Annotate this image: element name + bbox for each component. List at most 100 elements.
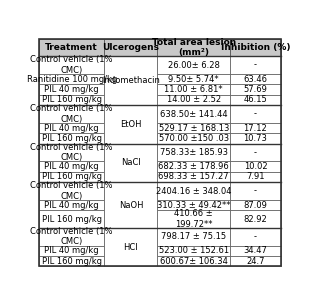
Bar (39, 123, 104, 133)
Text: 523.00 ± 152.61: 523.00 ± 152.61 (159, 246, 229, 255)
Text: Control vehicle (1%
CMC): Control vehicle (1% CMC) (30, 181, 113, 201)
Bar (230, 246, 281, 256)
Bar (158, 105, 230, 123)
Bar (230, 105, 281, 123)
Text: 46.15: 46.15 (244, 95, 267, 104)
Text: 798.17 ± 75.15: 798.17 ± 75.15 (161, 232, 226, 241)
Bar (230, 172, 281, 182)
Bar (39, 74, 104, 84)
Bar (230, 56, 281, 74)
Bar (39, 84, 104, 95)
Bar (158, 256, 230, 266)
Text: 698.33 ± 157.27: 698.33 ± 157.27 (158, 172, 229, 182)
Text: 57.69: 57.69 (243, 85, 267, 94)
Text: 14.00 ± 2.52: 14.00 ± 2.52 (167, 95, 221, 104)
Text: -: - (254, 232, 257, 241)
Bar (158, 210, 230, 228)
Text: 34.47: 34.47 (243, 246, 267, 255)
Text: 2404.16 ± 348.04: 2404.16 ± 348.04 (156, 187, 232, 195)
Bar (39, 228, 104, 246)
Text: 87.09: 87.09 (243, 201, 267, 210)
Bar (158, 56, 230, 74)
Text: Inhibition (%): Inhibition (%) (221, 43, 290, 52)
Bar (158, 172, 230, 182)
Text: 17.12: 17.12 (244, 124, 267, 133)
Bar (158, 228, 230, 246)
Text: -: - (254, 61, 257, 69)
Bar (39, 39, 104, 56)
Text: Indomethacin: Indomethacin (102, 76, 160, 85)
Bar (230, 84, 281, 95)
Text: Treatment: Treatment (45, 43, 98, 52)
Bar (104, 228, 158, 266)
Text: Control vehicle (1%
CMC): Control vehicle (1% CMC) (30, 227, 113, 246)
Text: HCl: HCl (124, 243, 138, 252)
Bar (39, 95, 104, 105)
Bar (230, 144, 281, 161)
Text: 24.7: 24.7 (246, 257, 265, 266)
Bar (39, 210, 104, 228)
Text: 570.00 ±150 .03: 570.00 ±150 .03 (159, 134, 229, 143)
Bar (39, 161, 104, 172)
Bar (39, 133, 104, 144)
Text: Ranitidine 100 mg/kg: Ranitidine 100 mg/kg (27, 75, 117, 84)
Text: PIL 40 mg/kg: PIL 40 mg/kg (44, 246, 99, 255)
Bar (230, 228, 281, 246)
Bar (39, 182, 104, 200)
Text: Control vehicle (1%
CMC): Control vehicle (1% CMC) (30, 55, 113, 75)
Bar (104, 56, 158, 105)
Text: 10.02: 10.02 (244, 162, 267, 171)
Bar (158, 39, 230, 56)
Text: 529.17 ± 168.13: 529.17 ± 168.13 (158, 124, 229, 133)
Bar (158, 200, 230, 210)
Text: Control vehicle (1%
CMC): Control vehicle (1% CMC) (30, 143, 113, 162)
Bar (39, 56, 104, 74)
Text: 9.50± 5.74*: 9.50± 5.74* (168, 75, 219, 84)
Bar (39, 256, 104, 266)
Bar (230, 200, 281, 210)
Bar (39, 200, 104, 210)
Text: 11.00 ± 6.81*: 11.00 ± 6.81* (164, 85, 223, 94)
Text: EtOH: EtOH (120, 120, 142, 129)
Bar (104, 144, 158, 182)
Text: 600.67± 106.34: 600.67± 106.34 (160, 257, 228, 266)
Bar (158, 95, 230, 105)
Text: PIL 40 mg/kg: PIL 40 mg/kg (44, 162, 99, 171)
Text: 7.91: 7.91 (246, 172, 265, 182)
Text: 26.00± 6.28: 26.00± 6.28 (168, 61, 220, 69)
Text: 10.73: 10.73 (243, 134, 267, 143)
Text: 638.50± 141.44: 638.50± 141.44 (160, 110, 227, 118)
Text: PIL 160 mg/kg: PIL 160 mg/kg (41, 95, 102, 104)
Bar (230, 123, 281, 133)
Bar (158, 123, 230, 133)
Text: 63.46: 63.46 (243, 75, 267, 84)
Bar (230, 161, 281, 172)
Text: Ulcerogens: Ulcerogens (102, 43, 159, 52)
Text: -: - (254, 148, 257, 157)
Text: 410.66 ±
199.72**: 410.66 ± 199.72** (174, 209, 213, 229)
Text: 82.92: 82.92 (244, 215, 267, 223)
Text: Control vehicle (1%
CMC): Control vehicle (1% CMC) (30, 104, 113, 124)
Bar (158, 246, 230, 256)
Bar (104, 39, 158, 56)
Bar (158, 133, 230, 144)
Text: Total area lesion
(mm²): Total area lesion (mm²) (152, 38, 236, 57)
Bar (39, 144, 104, 161)
Text: PIL 40 mg/kg: PIL 40 mg/kg (44, 85, 99, 94)
Bar (158, 161, 230, 172)
Bar (230, 95, 281, 105)
Text: 682.33 ± 178.96: 682.33 ± 178.96 (158, 162, 229, 171)
Text: PIL 40 mg/kg: PIL 40 mg/kg (44, 201, 99, 210)
Bar (230, 133, 281, 144)
Bar (158, 144, 230, 161)
Text: NaOH: NaOH (119, 201, 143, 210)
Bar (158, 84, 230, 95)
Bar (158, 74, 230, 84)
Bar (39, 172, 104, 182)
Text: 310.33 ± 49.42**: 310.33 ± 49.42** (157, 201, 231, 210)
Text: -: - (254, 110, 257, 118)
Text: PIL 40 mg/kg: PIL 40 mg/kg (44, 124, 99, 133)
Bar (39, 105, 104, 123)
Text: -: - (254, 187, 257, 195)
Bar (104, 182, 158, 228)
